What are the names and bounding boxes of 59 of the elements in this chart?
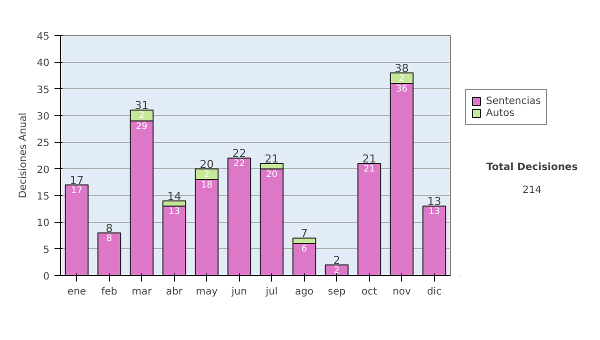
total-label: 22 — [232, 147, 246, 160]
bar — [422, 206, 446, 276]
total-label: 17 — [70, 174, 84, 187]
bar — [97, 232, 122, 276]
total-label: 14 — [167, 190, 182, 203]
x-tick-label: ago — [294, 286, 314, 298]
x-tick-label: ene — [67, 286, 86, 298]
y-axis-title: Decisiones Anual — [18, 112, 29, 198]
total-label: 31 — [134, 99, 149, 112]
x-tick-label: nov — [392, 286, 412, 298]
x-tick-label: jun — [230, 286, 247, 298]
data-label: 13 — [168, 207, 180, 218]
data-label: 8 — [106, 234, 112, 244]
bar — [64, 184, 89, 276]
total-label: 8 — [106, 222, 113, 235]
total-label: 2 — [333, 254, 340, 267]
y-tick-label: 30 — [36, 112, 50, 122]
total-label: 21 — [362, 152, 376, 166]
total-label: 13 — [427, 195, 442, 208]
data-label: 13 — [428, 207, 440, 218]
x-tick-label: abr — [166, 286, 184, 298]
x-tick-label: may — [196, 286, 218, 298]
bar — [227, 158, 252, 276]
data-label: 2 — [334, 266, 340, 276]
data-label: 6 — [301, 244, 308, 254]
legend-label: Autos — [486, 107, 514, 119]
y-tick-label: 15 — [36, 192, 50, 202]
y-tick-label: 0 — [43, 272, 50, 282]
y-tick-label: 40 — [36, 58, 50, 70]
total-label: 38 — [394, 62, 409, 75]
total-label: 20 — [200, 158, 214, 171]
data-label: 29 — [136, 122, 148, 132]
x-tick-label: dic — [426, 286, 442, 298]
total-label: 21 — [264, 152, 279, 166]
text: 214 — [522, 185, 542, 196]
x-tick-label: oct — [361, 286, 378, 298]
text: Total Decisiones — [486, 162, 578, 173]
data-label: 22 — [234, 159, 245, 170]
total-label: 7 — [300, 227, 308, 240]
data-label: 36 — [396, 84, 408, 94]
data-label: 2 — [398, 74, 405, 84]
x-tick-label: feb — [101, 286, 118, 298]
x-tick-label: jul — [264, 286, 278, 298]
y-tick-label: 35 — [36, 84, 50, 96]
data-label: 2 — [138, 111, 145, 122]
y-tick-label: 25 — [36, 138, 50, 150]
data-label: 2 — [204, 170, 210, 180]
y-tick-label: 10 — [36, 218, 50, 230]
data-label: 20 — [266, 170, 278, 180]
x-tick-label: sep — [328, 286, 346, 298]
x-tick-label: mar — [132, 286, 153, 298]
legend-label: Sentencias — [486, 95, 541, 107]
y-tick-label: 5 — [43, 244, 50, 256]
bar — [357, 163, 382, 276]
y-tick-label: 45 — [36, 32, 50, 42]
data-label: 18 — [201, 180, 213, 190]
data-label: 21 — [364, 164, 375, 174]
data-label: 17 — [71, 186, 82, 196]
y-tick-label: 20 — [36, 164, 50, 176]
